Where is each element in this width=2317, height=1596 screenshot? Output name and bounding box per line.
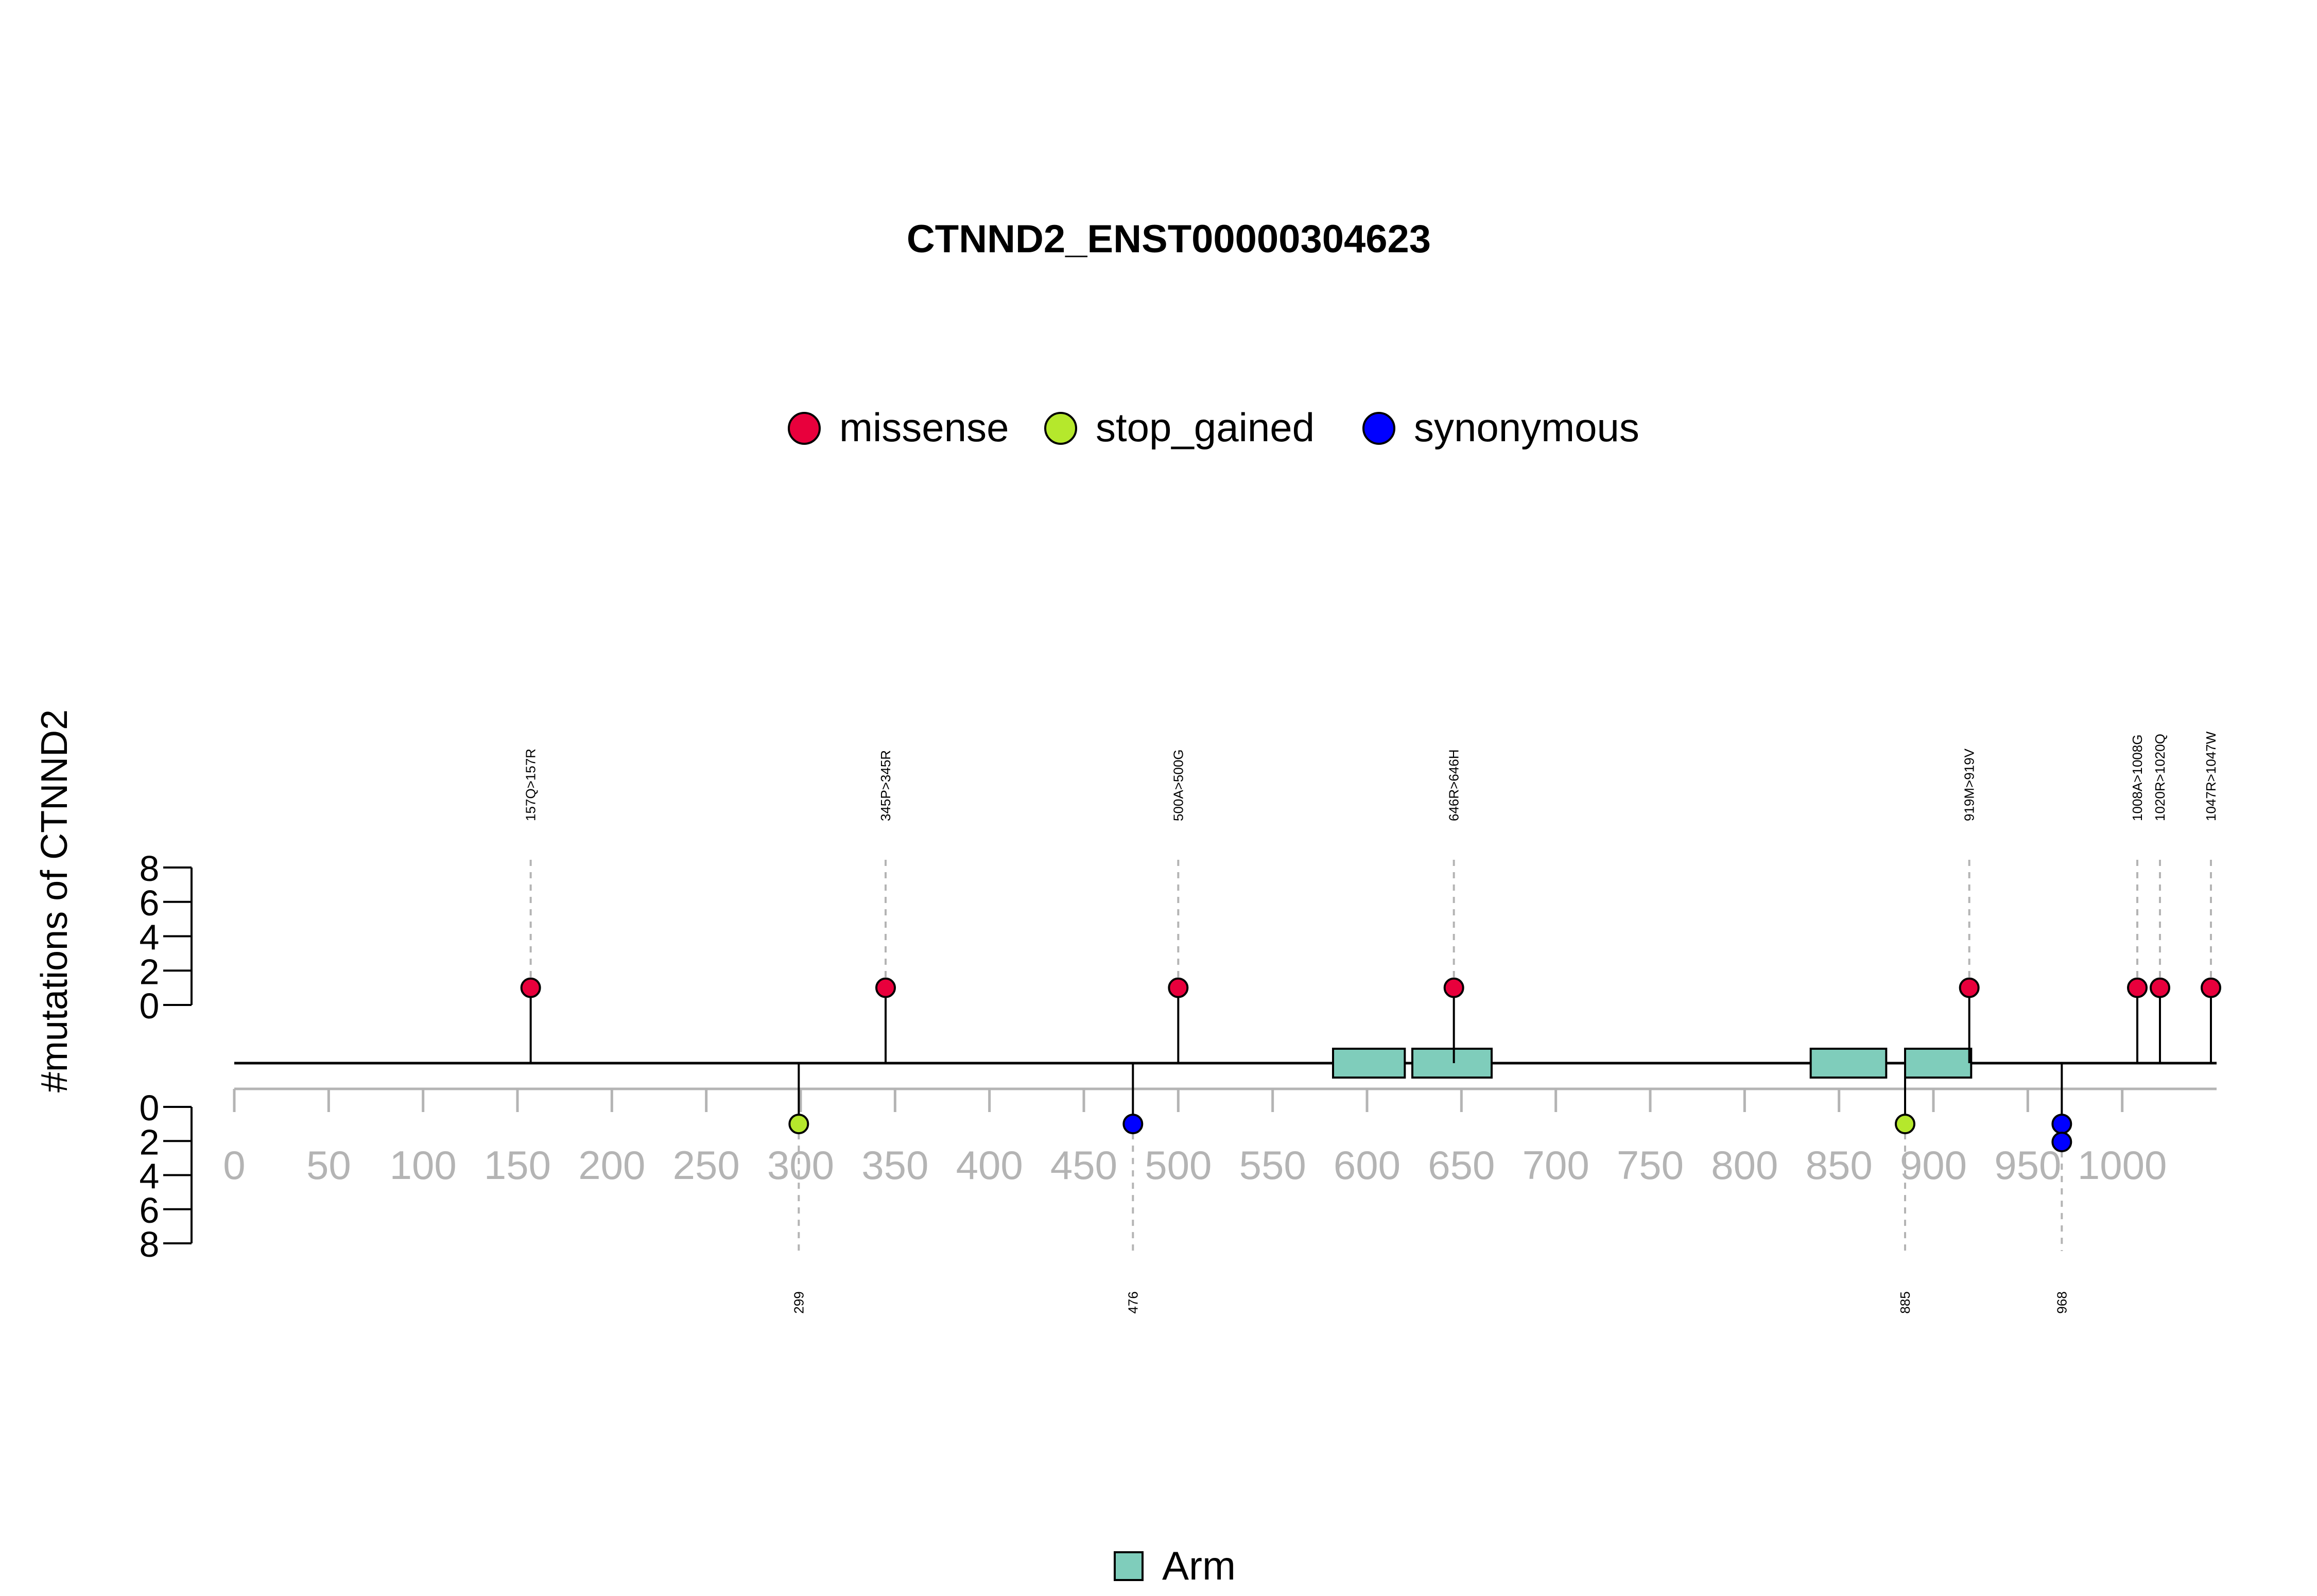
x-tick-label: 650: [1428, 1142, 1495, 1188]
legend-marker-synonymous: [1362, 412, 1395, 445]
mutation-dot-missense: [875, 977, 896, 998]
mutation-label: 919M>919V: [1962, 748, 1977, 821]
mutation-dot-missense: [1959, 977, 1980, 998]
x-tick-label: 750: [1617, 1142, 1684, 1188]
domain-legend: Arm: [1114, 1543, 1236, 1588]
mutation-dot-missense: [520, 977, 541, 998]
mutation-dot-missense: [1443, 977, 1464, 998]
y-tick-top-label: 8: [140, 848, 160, 889]
mutation-dot-synonymous: [2051, 1132, 2072, 1153]
mutation-dot-missense: [1168, 977, 1189, 998]
y-tick-top-label: 2: [140, 951, 160, 992]
x-tick-label: 550: [1239, 1142, 1306, 1188]
x-tick-label: 600: [1334, 1142, 1400, 1188]
mutation-dot-missense: [2201, 977, 2221, 998]
x-tick-label: 200: [578, 1142, 645, 1188]
mutation-label: 299: [791, 1291, 806, 1313]
mutation-label: 885: [1897, 1291, 1913, 1313]
mutation-label: 345P>345R: [878, 750, 893, 821]
domain-box-Arm: [1332, 1048, 1406, 1079]
legend-marker-stop_gained: [1044, 412, 1077, 445]
x-tick-label: 450: [1050, 1142, 1117, 1188]
y-tick-bottom-label: 4: [140, 1156, 160, 1196]
y-tick-top-label: 0: [140, 986, 160, 1026]
legend-label-stop_gained: stop_gained: [1096, 405, 1315, 450]
mutation-lollipops: 157Q>157R 345P>345R 500A>500G 646R>646H 919M…: [520, 731, 2221, 1314]
mutation-label: 500A>500G: [1170, 749, 1186, 821]
x-tick-label: 350: [861, 1142, 928, 1188]
mutation-label: 1020R>1020Q: [2152, 734, 2168, 821]
axes: 0 50 100 150 200 250 300 350 400 450 500 550 600 650 7…: [140, 848, 2217, 1264]
mutation-label: 157Q>157R: [523, 749, 539, 821]
domain-box-Arm: [1411, 1048, 1493, 1079]
x-tick-label: 950: [1994, 1142, 2061, 1188]
y-axis-label: #mutations of CTNND2: [34, 709, 75, 1092]
x-tick-label: 150: [484, 1142, 551, 1188]
x-tick-label: 850: [1806, 1142, 1873, 1188]
x-tick-label: 500: [1145, 1142, 1212, 1188]
x-tick-label: 0: [223, 1142, 245, 1188]
mutation-dot-stop_gained: [1895, 1114, 1915, 1135]
x-tick-label: 1000: [2078, 1142, 2167, 1188]
y-tick-bottom-label: 0: [140, 1088, 160, 1128]
mutation-dot-missense: [2127, 977, 2148, 998]
x-tick-label: 300: [767, 1142, 834, 1188]
x-tick-label: 400: [956, 1142, 1023, 1188]
domain-box-Arm: [1809, 1048, 1888, 1079]
mutation-dot-synonymous: [2051, 1114, 2072, 1135]
y-tick-bottom-label: 6: [140, 1190, 160, 1230]
mutation-dot-stop_gained: [788, 1114, 809, 1135]
x-tick-label: 100: [390, 1142, 457, 1188]
y-tick-top-label: 4: [140, 917, 160, 958]
x-tick-label: 700: [1523, 1142, 1589, 1188]
x-tick-label: 800: [1711, 1142, 1778, 1188]
domain-legend-label: Arm: [1162, 1543, 1236, 1588]
domain-legend-swatch: [1114, 1551, 1144, 1581]
legend-label-synonymous: synonymous: [1414, 405, 1639, 450]
domain-box-Arm: [1904, 1048, 1973, 1079]
mutation-label: 646R>646H: [1446, 750, 1462, 822]
legend: missense stop_gained synonymous: [788, 405, 1639, 450]
mutation-label: 968: [2054, 1291, 2069, 1313]
mutation-dot-synonymous: [1122, 1114, 1144, 1135]
mutation-label: 476: [1125, 1291, 1140, 1313]
legend-label-missense: missense: [839, 405, 1009, 450]
y-tick-bottom-label: 2: [140, 1122, 160, 1162]
y-tick-bottom-label: 8: [140, 1224, 160, 1264]
mutation-label: 1047R>1047W: [2203, 731, 2219, 821]
x-tick-label: 50: [306, 1142, 351, 1188]
x-tick-label: 250: [673, 1142, 740, 1188]
legend-marker-missense: [788, 412, 821, 445]
x-tick-label: 900: [1900, 1142, 1967, 1188]
chart-title: CTNND2_ENST00000304623: [907, 217, 1431, 261]
mutation-dot-missense: [2150, 977, 2170, 998]
protein-domains: [1332, 1048, 1973, 1079]
y-tick-top-label: 6: [140, 883, 160, 923]
mutation-label: 1008A>1008G: [2130, 735, 2145, 821]
